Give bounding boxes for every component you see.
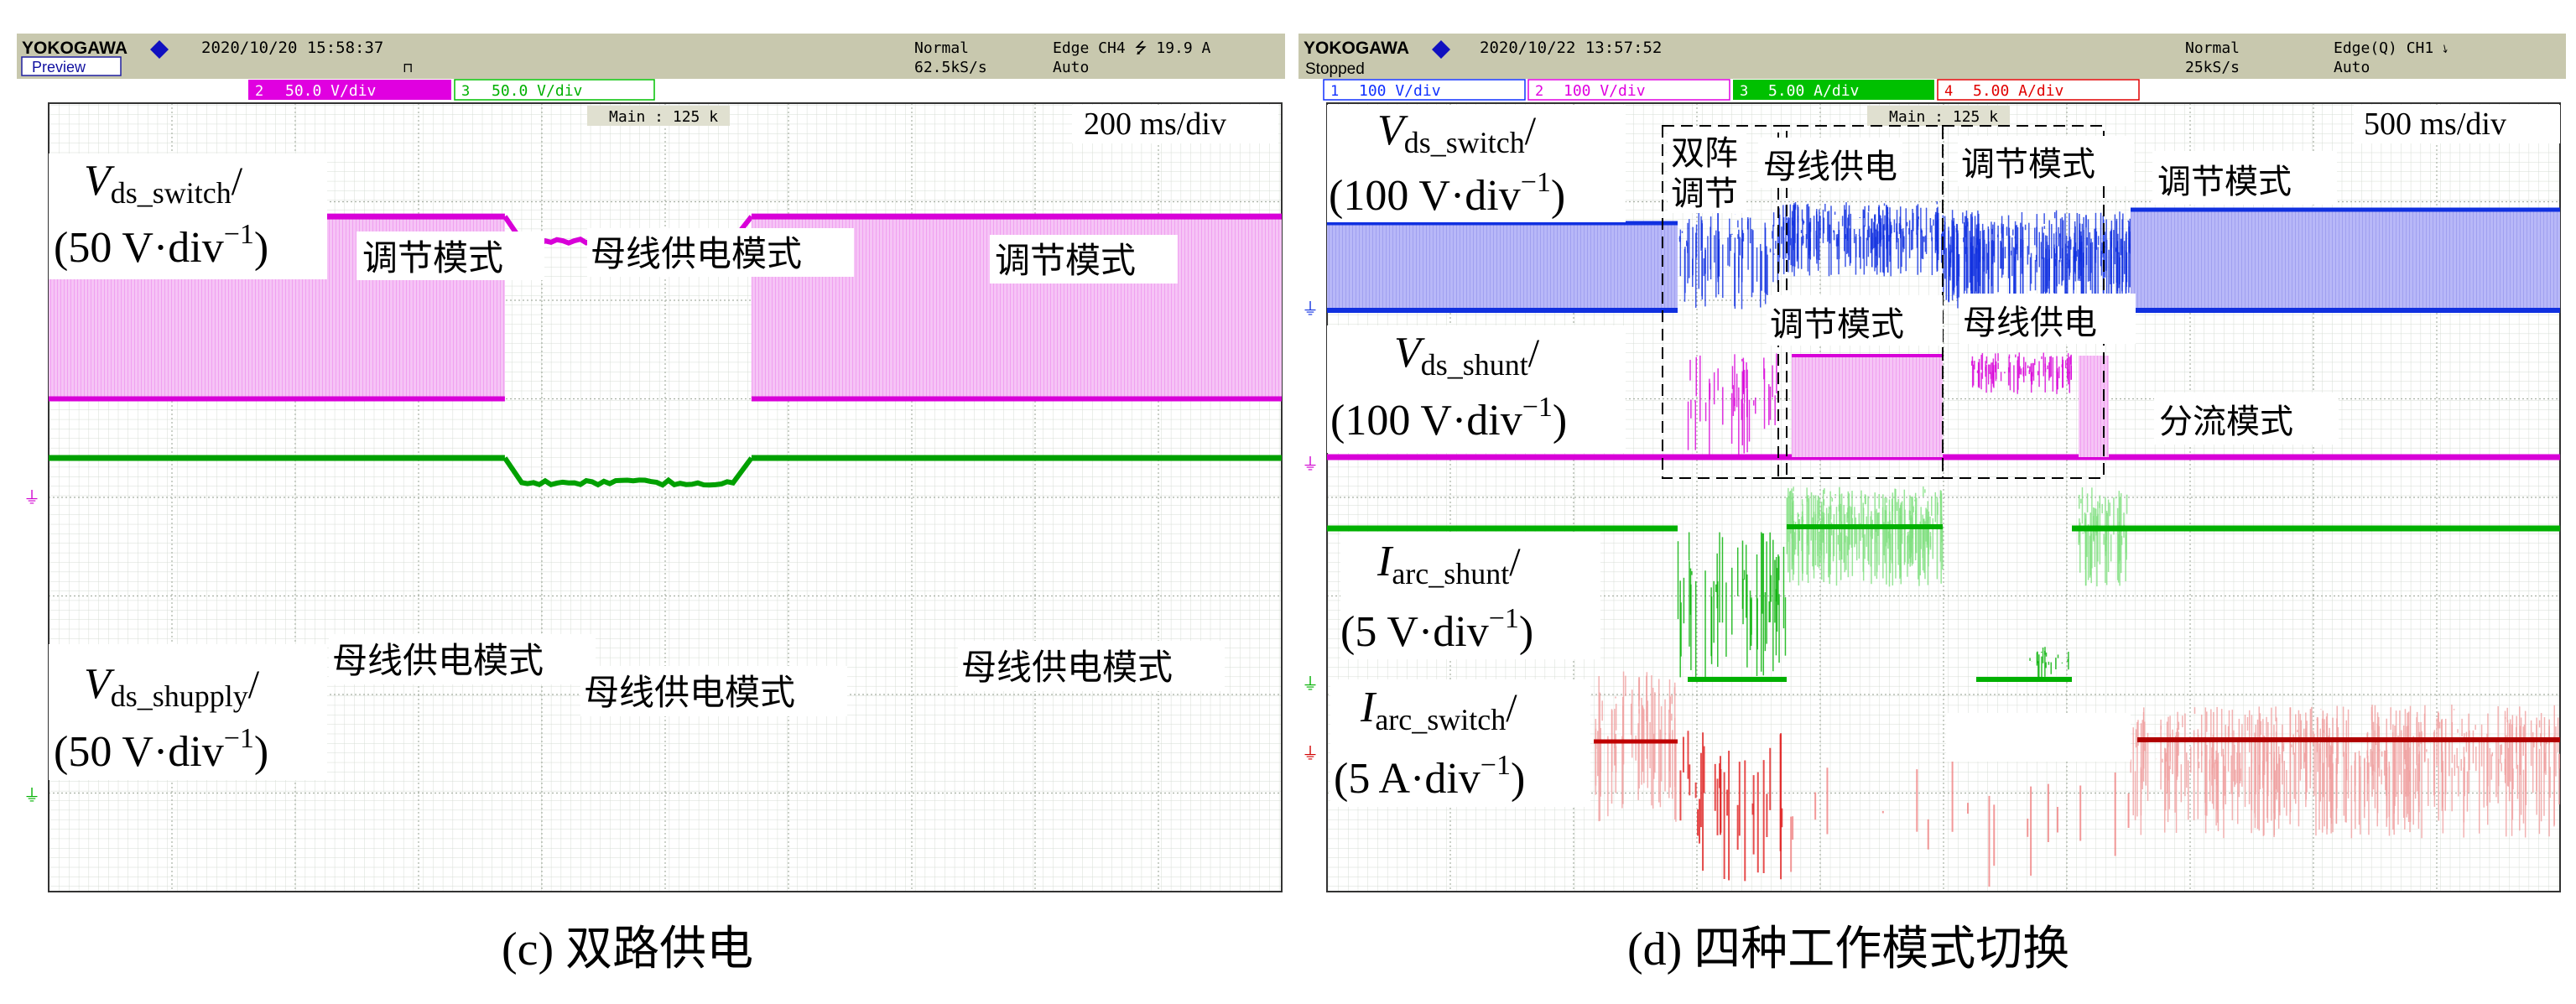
panel-d-ch2-num: 2	[1535, 83, 1543, 100]
panel-c-trigger-mode: Auto	[1053, 59, 1089, 76]
panel-d-ch2-slash: /	[1528, 331, 1540, 376]
panel-d-status: Stopped	[1305, 60, 1365, 78]
panel-c-mode-left-bot: 母线供电模式	[332, 640, 544, 681]
panel-d-reg3-label: 调节模式	[1770, 305, 1904, 344]
panel-d-bus2-label: 母线供电	[1963, 304, 2097, 342]
panel-c-brand: YOKOGAWA	[22, 39, 127, 58]
panel-c-ch2-slash: /	[248, 663, 260, 707]
panel-c-mode-right-top: 调节模式	[995, 240, 1136, 281]
panel-d-ch4-num: 4	[1944, 83, 1953, 100]
panel-c-ch3-label: 50.0 V/div	[492, 82, 582, 100]
panel-c-mode-left-top: 调节模式	[362, 237, 503, 278]
panel-d-ch2-subscript: ds_shunt	[1421, 348, 1528, 382]
panel-c-ch2-exponent: −1	[224, 723, 254, 754]
panel-c: YOKOGAWA 2020/10/20 15:58:37 Preview Nor…	[17, 34, 1285, 975]
panel-c-caption: (c) 双路供电	[502, 923, 753, 975]
panel-c-ch1-close: )	[254, 224, 268, 272]
panel-d-ch4-close: )	[1511, 755, 1525, 803]
panel-c-mode-mid-bot: 母线供电模式	[584, 672, 795, 713]
panel-d-ch1-subscript: ds_switch	[1404, 126, 1525, 159]
panel-d-shunt-label: 分流模式	[2159, 403, 2293, 441]
panel-d-ch2-ground-icon: ⏚	[1302, 454, 1319, 474]
panel-d-ch1-num: 1	[1330, 83, 1339, 100]
panel-c-ch2-close: )	[254, 728, 268, 776]
panel-c-acq-mode: Normal	[914, 39, 969, 57]
panel-d-ch4-ground-icon: ⏚	[1302, 743, 1319, 763]
panel-c-mode-right-bot: 母线供电模式	[961, 647, 1173, 688]
panel-d-ch4-label: 5.00 A/div	[1973, 82, 2063, 100]
panel-d-ch3-scale: (5 V·div	[1340, 608, 1489, 656]
panel-c-datetime: 2020/10/20 15:58:37	[201, 39, 383, 57]
panel-d-trigger-mode: Auto	[2334, 59, 2370, 76]
panel-c-ch2-label: 50.0 V/div	[285, 82, 376, 100]
panel-c-sample-rate: 62.5kS/s	[914, 59, 987, 76]
panel-d-ch1-ground-icon: ⏚	[1302, 299, 1319, 319]
panel-d-ch3-slash: /	[1509, 540, 1521, 585]
panel-c-ch1-scale: (50 V·div	[54, 224, 224, 272]
panel-c-timebase: 200 ms/div	[1084, 107, 1226, 142]
panel-d-ch4-scale: (5 A·div	[1334, 755, 1481, 803]
panel-c-mode-mid-top: 母线供电模式	[591, 233, 802, 274]
panel-d-ch2-exponent: −1	[1522, 392, 1553, 423]
ch4-cover	[1946, 713, 2131, 762]
panel-d-caption: (d) 四种工作模式切换	[1627, 923, 2069, 975]
ch2-band-reg	[1792, 356, 1943, 457]
panel-d-bus1-label: 母线供电	[1763, 148, 1897, 186]
panel-c-ch3-ground-icon: ⏚	[23, 785, 40, 805]
panel-d-ch3-close: )	[1519, 608, 1533, 656]
panel-d-dual-label-line2: 调节	[1671, 174, 1738, 213]
panel-d-ch3-num: 3	[1740, 83, 1748, 100]
panel-c-ch2-scale: (50 V·div	[54, 728, 224, 776]
panel-d-main-label: Main : 125 k	[1889, 108, 1998, 126]
panel-d-ch1-exponent: −1	[1521, 167, 1551, 198]
panel-c-trigger: Edge CH4 ⭍ 19.9 A	[1053, 39, 1211, 57]
panel-d-timebase: 500 ms/div	[2364, 107, 2506, 142]
panel-d-datetime: 2020/10/22 13:57:52	[1480, 39, 1662, 57]
panel-d-sample-rate: 25kS/s	[2185, 59, 2240, 76]
panel-d-ch4-slash: /	[1506, 686, 1517, 731]
panel-d-ch1-scale: (100 V·div	[1329, 172, 1521, 220]
panel-c-ch2-ground-icon: ⏚	[23, 487, 40, 507]
panel-c-status: Preview	[32, 59, 86, 75]
panel-d-ch1-close: )	[1551, 172, 1565, 220]
panel-d-ch1-slash: /	[1525, 109, 1537, 153]
panel-c-ch1-slash: /	[232, 159, 243, 204]
ch1-band-left	[1327, 223, 1678, 310]
panel-d-ch1-label: 100 V/div	[1359, 82, 1441, 100]
panel-d-brand: YOKOGAWA	[1304, 39, 1409, 58]
panel-d-ch3-exponent: −1	[1489, 603, 1519, 634]
panel-d-trigger: Edge(Q) CH1 ⭏	[2334, 39, 2448, 57]
ch1-band-right	[2131, 210, 2560, 310]
panel-c-ch2-num: 2	[255, 83, 263, 100]
panel-c-ch2-subscript: ds_shupply	[111, 679, 248, 713]
panel-d-acq-mode: Normal	[2185, 39, 2240, 57]
panel-c-ch1-subscript: ds_switch	[111, 176, 232, 210]
panel-d-ch2-label: 100 V/div	[1564, 82, 1646, 100]
panel-d-dual-label-line1: 双阵	[1671, 134, 1738, 173]
panel-c-ch1-exponent: −1	[224, 219, 254, 250]
panel-d-ch4-subscript: arc_switch	[1375, 703, 1506, 736]
panel-d-ch3-label: 5.00 A/div	[1768, 82, 1859, 100]
panel-c-main-label: Main : 125 k	[609, 108, 718, 126]
panel-d-ch4-exponent: −1	[1481, 750, 1511, 781]
panel-d-reg2-label: 调节模式	[2157, 163, 2292, 201]
panel-d: YOKOGAWA 2020/10/22 13:57:52 Stopped Nor…	[1298, 34, 2566, 975]
panel-d-reg1-label: 调节模式	[1961, 145, 2095, 184]
panel-d-ch3-subscript: arc_shunt	[1392, 557, 1509, 590]
panel-c-trigger-pos-icon: ⊓	[403, 60, 413, 75]
panel-c-ch3-num: 3	[461, 83, 470, 100]
panel-d-ch2-close: )	[1553, 397, 1567, 445]
panel-d-ch2-scale: (100 V·div	[1330, 397, 1522, 445]
panel-d-ch3-ground-icon: ⏚	[1302, 674, 1319, 694]
